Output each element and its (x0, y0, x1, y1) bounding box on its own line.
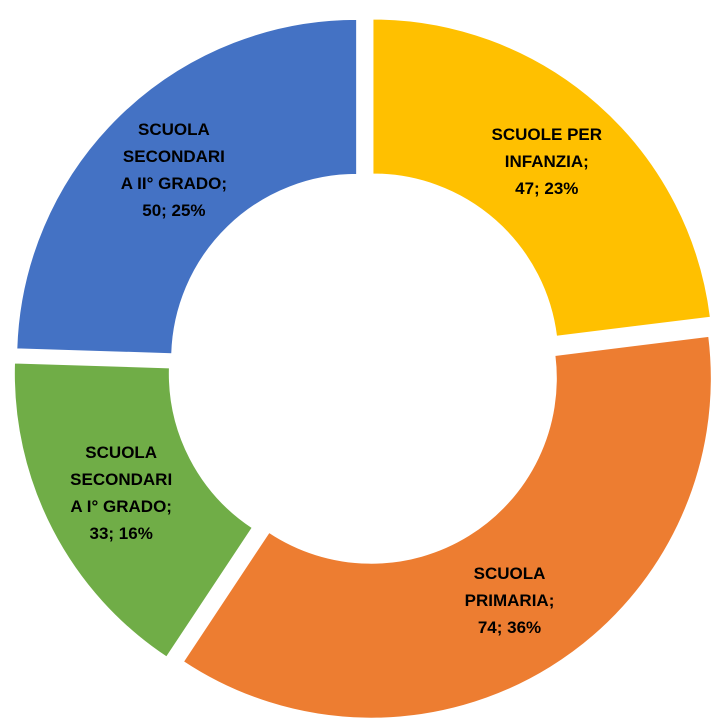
data-label: 50; 25% (142, 201, 205, 220)
donut-segment (182, 335, 712, 719)
data-label: 47; 23% (515, 179, 578, 198)
data-label: SCUOLA (474, 564, 546, 583)
donut-segment (13, 362, 253, 658)
data-label: A II° GRADO; (121, 174, 227, 193)
data-label: 33; 16% (90, 524, 153, 543)
data-label: SCUOLA (138, 120, 210, 139)
donut-segment (372, 18, 711, 337)
data-label: SECONDARI (70, 470, 172, 489)
donut-segment (16, 18, 358, 355)
data-label: PRIMARIA; (465, 591, 555, 610)
data-label: SCUOLE PER (492, 125, 603, 144)
data-label: 74; 36% (478, 618, 541, 637)
data-label: INFANZIA; (505, 152, 589, 171)
data-label: SECONDARI (123, 147, 225, 166)
data-label: A I° GRADO; (70, 497, 172, 516)
data-label: SCUOLA (85, 443, 157, 462)
